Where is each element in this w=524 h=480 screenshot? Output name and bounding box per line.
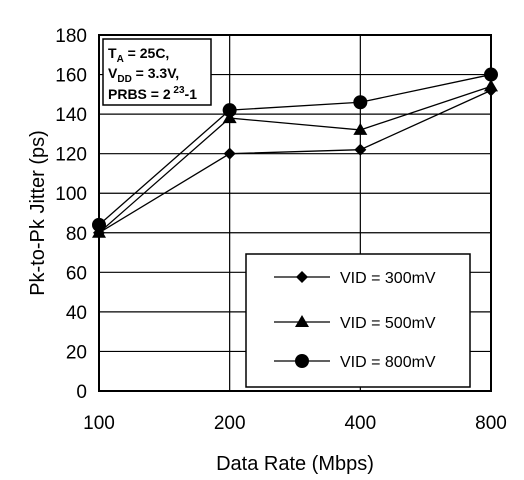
data-point-circle [484, 67, 498, 82]
x-tick-label: 400 [344, 413, 376, 434]
condition-prbs: PRBS = 2 23-1 [108, 85, 197, 102]
legend-marker-diamond [296, 271, 308, 283]
series-markers [92, 67, 498, 239]
series-line-triangle [98, 85, 492, 234]
y-tick-labels: 0 20 40 60 80 100 120 140 160 180 [55, 26, 87, 403]
data-point-triangle [353, 122, 368, 135]
series-lines [98, 73, 492, 234]
data-point-triangle [484, 79, 498, 92]
legend-label: VID = 500mV [340, 315, 436, 332]
data-point-diamond [354, 143, 367, 156]
y-tick-label: 120 [55, 145, 87, 166]
y-tick-label: 160 [55, 66, 87, 87]
series-line-circle [98, 73, 492, 226]
y-tick-label: 20 [66, 342, 87, 363]
y-tick-label: 80 [66, 224, 87, 245]
conditions-box: TA = 25C, VDD = 3.3V, PRBS = 2 23-1 [102, 38, 212, 106]
legend-marker-circle [295, 354, 309, 368]
x-tick-label: 800 [475, 413, 507, 434]
plot-frame [98, 34, 492, 392]
y-tick-label: 100 [55, 184, 87, 205]
y-tick-label: 0 [76, 382, 87, 403]
series-line-diamond [98, 89, 492, 234]
data-point-diamond [223, 147, 236, 160]
data-point-circle [92, 217, 106, 232]
data-point-circle [222, 103, 237, 118]
x-axis-title: Data Rate (Mbps) [216, 453, 374, 475]
condition-temperature: TA = 25C, [108, 45, 169, 65]
legend-label: VID = 800mV [340, 354, 436, 371]
legend: VID = 300mV VID = 500mV VID = 800mV [245, 253, 471, 388]
conditions-box-frame [102, 38, 212, 106]
legend-label: VID = 300mV [340, 270, 436, 287]
x-tick-labels: 100 200 400 800 [83, 413, 507, 434]
y-tick-label: 140 [55, 105, 87, 126]
legend-marker-triangle [295, 315, 309, 327]
legend-frame [245, 253, 471, 388]
y-tick-label: 40 [66, 303, 87, 324]
x-tick-label: 100 [83, 413, 115, 434]
condition-supply-voltage: VDD = 3.3V, [108, 65, 179, 85]
y-tick-label: 180 [55, 26, 87, 47]
x-tick-label: 200 [214, 413, 246, 434]
y-tick-label: 60 [66, 263, 87, 284]
y-axis-title: Pk-to-Pk Jitter (ps) [27, 130, 49, 296]
data-point-circle [353, 95, 368, 110]
